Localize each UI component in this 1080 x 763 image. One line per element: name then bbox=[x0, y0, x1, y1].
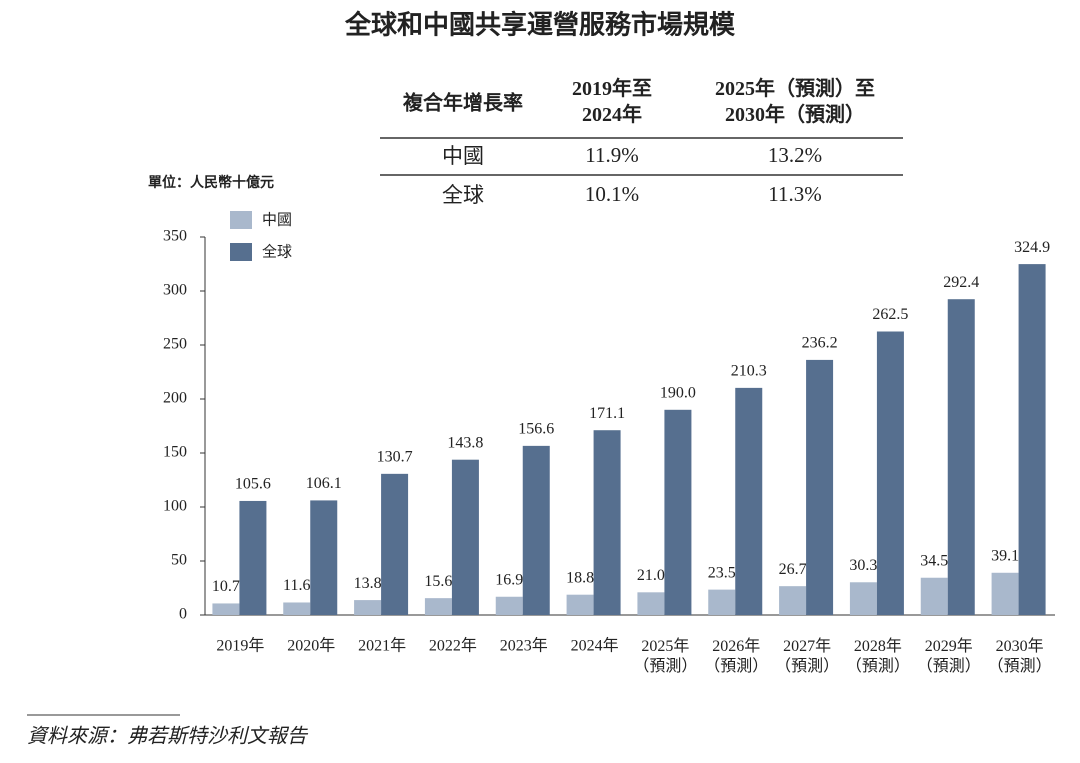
bar bbox=[876, 331, 904, 615]
value-label: 292.4 bbox=[943, 274, 979, 291]
value-label: 130.7 bbox=[377, 449, 413, 466]
value-label: 26.7 bbox=[779, 561, 807, 578]
value-label: 324.9 bbox=[1014, 239, 1050, 256]
x-tick-label: 2024年 bbox=[571, 637, 619, 655]
bar bbox=[708, 589, 736, 615]
y-tick-label: 50 bbox=[171, 552, 187, 569]
value-label: 190.0 bbox=[660, 384, 696, 401]
x-tick-label: 2022年 bbox=[429, 637, 477, 655]
y-tick-label: 250 bbox=[163, 336, 187, 353]
table-header: 2019年至 2024年 bbox=[572, 76, 652, 126]
legend-swatch bbox=[230, 211, 252, 229]
value-label: 13.8 bbox=[354, 575, 382, 592]
value-label: 171.1 bbox=[589, 405, 625, 422]
value-label: 18.8 bbox=[566, 569, 594, 586]
x-tick-label: 2027年（預測） bbox=[775, 637, 839, 675]
table-cell: 中國 bbox=[442, 144, 484, 168]
value-label: 34.5 bbox=[920, 552, 948, 569]
value-label: 106.1 bbox=[306, 475, 342, 492]
source: 資料來源：弗若斯特沙利文報告 bbox=[27, 726, 309, 748]
value-label: 210.3 bbox=[731, 363, 767, 380]
bar bbox=[522, 445, 550, 615]
x-tick-label: 2028年（預測） bbox=[846, 637, 910, 675]
x-tick-label: 2026年（預測） bbox=[704, 637, 768, 675]
value-label: 156.6 bbox=[518, 421, 554, 438]
table-cell: 11.3% bbox=[768, 182, 821, 206]
value-label: 236.2 bbox=[802, 335, 838, 352]
value-label: 262.5 bbox=[872, 306, 908, 323]
value-label: 21.0 bbox=[637, 567, 665, 584]
y-tick-label: 350 bbox=[163, 228, 187, 245]
bar bbox=[1018, 264, 1046, 615]
y-tick-label: 100 bbox=[163, 498, 187, 515]
bar bbox=[947, 299, 975, 615]
legend-label: 中國 bbox=[262, 211, 292, 229]
bar bbox=[637, 592, 665, 615]
table-header: 複合年增長率 bbox=[403, 91, 523, 115]
x-tick-label: 2030年（預測） bbox=[988, 637, 1052, 675]
y-tick-label: 0 bbox=[179, 606, 187, 623]
value-label: 39.1 bbox=[991, 547, 1019, 564]
y-tick-label: 300 bbox=[163, 282, 187, 299]
legend-label: 全球 bbox=[262, 243, 292, 261]
y-tick-label: 200 bbox=[163, 390, 187, 407]
x-tick-label: 2019年 bbox=[216, 637, 264, 655]
bar bbox=[212, 603, 240, 615]
bar bbox=[451, 459, 479, 615]
bar bbox=[424, 598, 452, 615]
bar bbox=[920, 577, 948, 615]
value-label: 10.7 bbox=[212, 578, 240, 595]
x-tick-label: 2023年 bbox=[500, 637, 548, 655]
bar bbox=[664, 409, 692, 615]
x-tick-label: 2020年 bbox=[287, 637, 335, 655]
bar bbox=[806, 359, 834, 615]
y-axis-label: 單位：人民幣十億元 bbox=[148, 174, 274, 191]
bar bbox=[283, 602, 311, 615]
y-tick-label: 150 bbox=[163, 444, 187, 461]
bar bbox=[779, 586, 807, 615]
bar bbox=[735, 387, 763, 615]
value-label: 11.6 bbox=[283, 577, 310, 594]
legend-swatch bbox=[230, 243, 252, 261]
bar bbox=[354, 600, 382, 615]
bar bbox=[239, 500, 267, 615]
bar bbox=[593, 430, 621, 615]
bar bbox=[381, 473, 409, 615]
bar bbox=[566, 594, 594, 615]
table-cell: 10.1% bbox=[585, 182, 639, 206]
value-label: 15.6 bbox=[424, 573, 452, 590]
table-cell: 全球 bbox=[442, 183, 484, 207]
value-label: 30.3 bbox=[849, 557, 877, 574]
value-label: 23.5 bbox=[708, 564, 736, 581]
value-label: 16.9 bbox=[495, 571, 523, 588]
value-label: 143.8 bbox=[447, 434, 483, 451]
x-tick-label: 2029年（預測） bbox=[917, 637, 981, 675]
bar bbox=[310, 500, 338, 615]
table-cell: 13.2% bbox=[768, 143, 822, 167]
table-cell: 11.9% bbox=[585, 143, 638, 167]
x-tick-label: 2021年 bbox=[358, 637, 406, 655]
table-header: 2025年（預測）至 2030年（預測） bbox=[715, 76, 875, 126]
bar bbox=[991, 572, 1019, 615]
bar bbox=[849, 582, 877, 615]
chart-title: 全球和中國共享運營服務市場規模 bbox=[344, 10, 736, 41]
x-tick-label: 2025年（預測） bbox=[633, 637, 697, 675]
value-label: 105.6 bbox=[235, 476, 271, 493]
bar bbox=[495, 596, 523, 615]
